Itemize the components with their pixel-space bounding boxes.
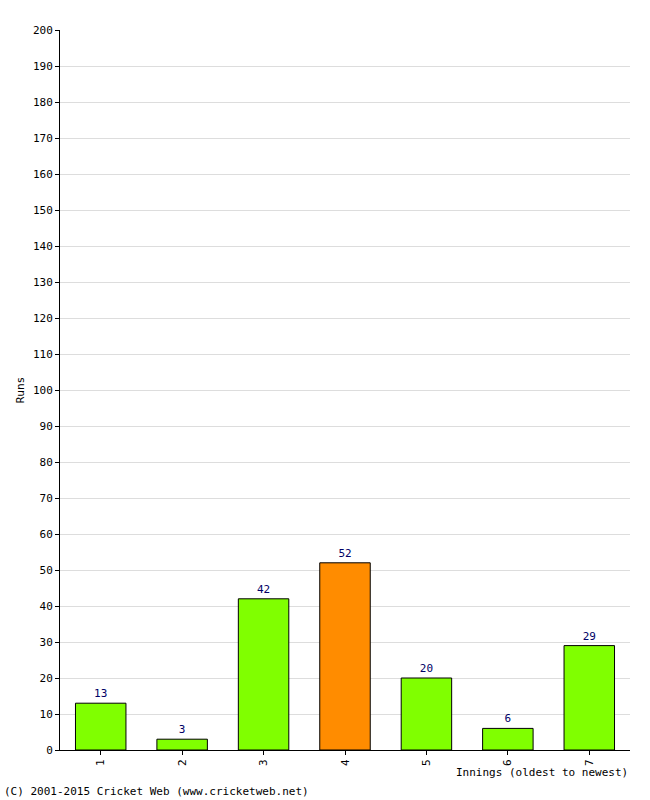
svg-text:200: 200	[33, 24, 53, 37]
svg-text:6: 6	[501, 759, 514, 766]
svg-text:130: 130	[33, 276, 53, 289]
svg-text:30: 30	[40, 636, 53, 649]
svg-text:140: 140	[33, 240, 53, 253]
svg-text:20: 20	[40, 672, 53, 685]
svg-text:20: 20	[420, 662, 433, 675]
svg-text:180: 180	[33, 96, 53, 109]
svg-text:40: 40	[40, 600, 53, 613]
svg-text:0: 0	[46, 744, 53, 757]
svg-text:29: 29	[583, 630, 596, 643]
svg-text:120: 120	[33, 312, 53, 325]
svg-text:50: 50	[40, 564, 53, 577]
svg-text:Runs: Runs	[14, 377, 27, 404]
svg-text:80: 80	[40, 456, 53, 469]
svg-text:90: 90	[40, 420, 53, 433]
svg-text:190: 190	[33, 60, 53, 73]
svg-text:110: 110	[33, 348, 53, 361]
svg-text:52: 52	[338, 547, 351, 560]
svg-text:70: 70	[40, 492, 53, 505]
svg-text:Innings (oldest to newest): Innings (oldest to newest)	[456, 766, 628, 779]
svg-text:60: 60	[40, 528, 53, 541]
svg-text:5: 5	[420, 759, 433, 766]
svg-text:160: 160	[33, 168, 53, 181]
svg-text:3: 3	[257, 759, 270, 766]
svg-text:100: 100	[33, 384, 53, 397]
svg-text:1: 1	[94, 759, 107, 766]
svg-text:42: 42	[257, 583, 270, 596]
svg-text:3: 3	[179, 723, 186, 736]
svg-text:10: 10	[40, 708, 53, 721]
svg-text:2: 2	[176, 759, 189, 766]
svg-text:(C) 2001-2015 Cricket Web (www: (C) 2001-2015 Cricket Web (www.cricketwe…	[4, 785, 309, 798]
svg-text:13: 13	[94, 687, 107, 700]
svg-text:7: 7	[583, 759, 596, 766]
svg-text:150: 150	[33, 204, 53, 217]
svg-text:4: 4	[339, 759, 352, 766]
svg-text:6: 6	[505, 712, 512, 725]
svg-text:170: 170	[33, 132, 53, 145]
